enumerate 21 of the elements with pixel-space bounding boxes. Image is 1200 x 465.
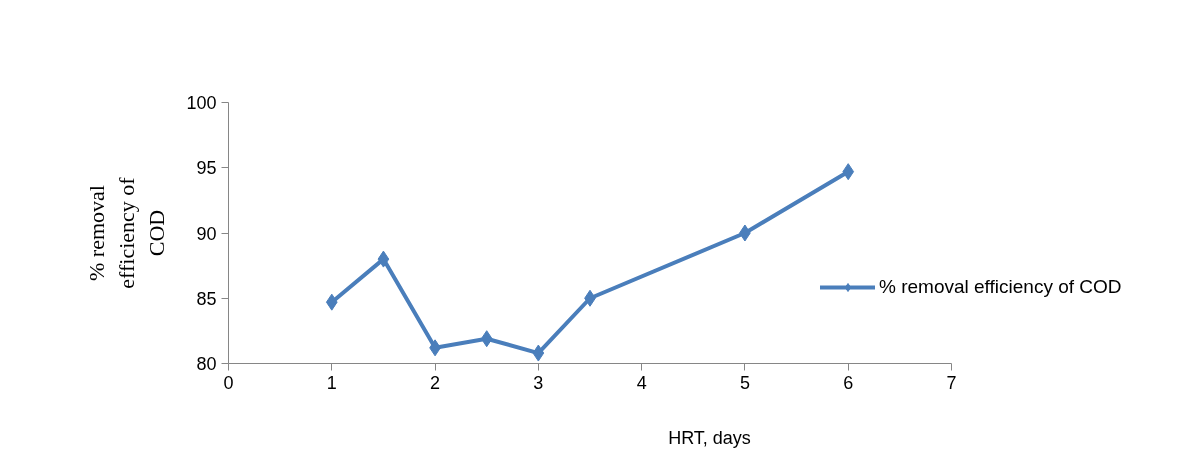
x-tick-label: 0 xyxy=(223,372,234,393)
y-tick-label: 80 xyxy=(196,354,217,374)
x-axis-title: HRT, days xyxy=(668,427,751,448)
y-tick-label: 100 xyxy=(186,93,217,113)
x-tick-label: 7 xyxy=(946,372,957,393)
point xyxy=(377,250,390,268)
x-tick-label: 2 xyxy=(430,372,441,393)
x-tick-label: 6 xyxy=(843,372,854,393)
x-tick-label: 4 xyxy=(636,372,647,393)
x-tick-label: 3 xyxy=(533,372,544,393)
legend-label: % removal efficiency of COD xyxy=(879,276,1122,298)
x-tick-label: 1 xyxy=(326,372,337,393)
y-tick-label: 85 xyxy=(196,288,217,309)
point xyxy=(842,163,855,181)
point xyxy=(480,330,493,348)
point xyxy=(325,293,338,311)
y-tick-label: 95 xyxy=(196,158,217,179)
y-tick-label: 90 xyxy=(196,223,217,244)
x-tick-label: 5 xyxy=(739,372,750,393)
point xyxy=(532,344,545,362)
y-axis-title: % removal efficiency of COD xyxy=(84,176,170,289)
